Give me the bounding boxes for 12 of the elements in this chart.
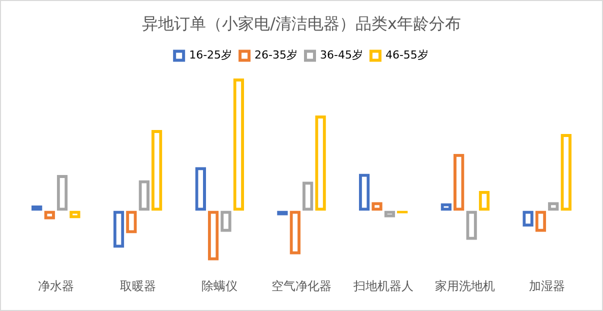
x-tick-label: 除螨仪 [202,278,238,293]
legend-label: 26-35岁 [254,48,298,62]
x-tick-label: 扫地机器人 [352,278,414,293]
x-tick-label: 加湿器 [529,278,566,293]
x-tick-label: 家用洗地机 [435,278,496,293]
legend-label: 46-55岁 [385,48,428,62]
legend-label: 16-25岁 [189,48,232,62]
x-tick-label: 净水器 [38,278,74,293]
x-tick-label: 空气净化器 [272,278,332,293]
x-tick-label: 取暖器 [120,278,156,293]
legend-label: 36-45岁 [320,48,363,62]
chart-title: 异地订单（小家电/清洁电器）品类x年龄分布 [142,14,461,33]
